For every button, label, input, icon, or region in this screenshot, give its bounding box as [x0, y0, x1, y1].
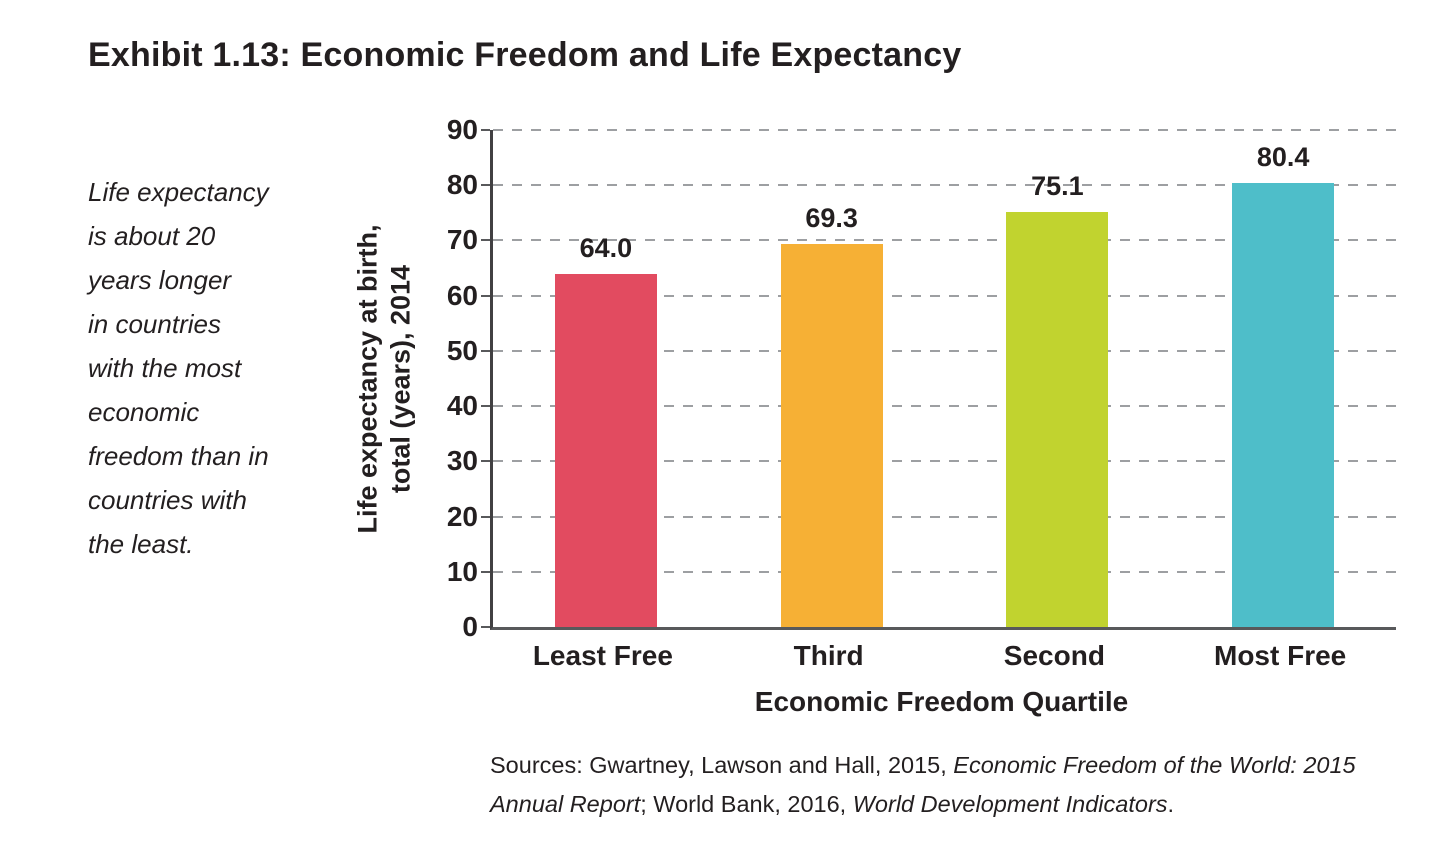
- bar-value-label: 80.4: [1256, 142, 1310, 173]
- y-tick-label: 90: [446, 114, 478, 145]
- gridline: [493, 460, 1396, 463]
- y-tick-mark: [481, 515, 490, 518]
- y-tick-label: 40: [446, 390, 478, 422]
- y-tick-label: 30: [446, 445, 478, 477]
- bar: [780, 244, 883, 627]
- x-tick-label: Second: [1003, 640, 1105, 671]
- annotation-line: is about 20: [88, 221, 216, 251]
- annotation-note: Life expectancy is about 20 years longer in…: [88, 170, 338, 566]
- y-tick-mark: [481, 129, 490, 131]
- bar: [1232, 183, 1335, 627]
- sources-segment: World Development Indicators: [852, 791, 1168, 817]
- annotation-line: economic: [88, 397, 200, 427]
- annotation-line: in countries: [88, 309, 221, 339]
- y-tick-mark: [481, 184, 490, 187]
- bar-slot: 75.1: [945, 130, 1171, 627]
- annotation-line: the least.: [88, 529, 194, 559]
- annotation-line: freedom than in: [88, 441, 269, 471]
- bar-slot: 64.0: [493, 130, 719, 627]
- x-axis-title: Economic Freedom Quartile: [754, 686, 1129, 717]
- gridline: [493, 515, 1396, 518]
- annotation-line: countries with: [88, 485, 247, 515]
- x-tick-label: Most Free: [1214, 640, 1347, 671]
- bar-value-label: 69.3: [805, 203, 858, 234]
- y-tick-label: 0: [462, 611, 478, 642]
- bar-slot: 80.4: [1170, 130, 1396, 627]
- annotation-line: years longer: [88, 265, 232, 295]
- gridline: [493, 405, 1396, 408]
- bar: [554, 273, 657, 627]
- y-tick-mark: [481, 349, 490, 352]
- annotation-line: Life expectancy: [88, 177, 269, 207]
- gridline: [493, 349, 1396, 352]
- sources-segment: Sources: Gwartney, Lawson and Hall, 2015…: [490, 752, 954, 778]
- y-tick-label: 20: [446, 500, 478, 532]
- y-tick-label: 10: [446, 555, 478, 587]
- exhibit-title: Exhibit 1.13: Economic Freedom and Life …: [88, 36, 962, 74]
- bar-value-label: 64.0: [579, 232, 633, 263]
- bar: [1006, 212, 1109, 627]
- gridline: [493, 239, 1396, 242]
- x-tick-label: Least Free: [532, 640, 673, 671]
- sources-segment: .: [1167, 791, 1175, 817]
- y-tick-label: 80: [446, 169, 478, 201]
- y-tick-mark: [481, 239, 490, 242]
- x-tick-labels: Least Free Third Second Most Free: [490, 640, 1393, 674]
- gridline: [493, 184, 1396, 187]
- y-tick-label: 70: [446, 224, 478, 256]
- y-tick-label: 60: [446, 279, 478, 311]
- bar-value-label: 75.1: [1031, 171, 1084, 202]
- y-tick-mark: [481, 570, 490, 573]
- y-tick-mark: [481, 405, 490, 408]
- y-axis-title-line: Life expectancy at birth,: [353, 223, 383, 534]
- sources-segment: Economic Freedom of the World: 2015 Annu…: [490, 752, 1356, 817]
- x-tick-label: Third: [793, 640, 864, 671]
- sources-segment: ; World Bank, 2016,: [640, 791, 853, 817]
- y-tick-labels: 0 10 20 30 40 50 60 70 80 90: [408, 116, 478, 641]
- gridline: [493, 129, 1396, 131]
- y-tick-marks: [481, 129, 490, 628]
- gridline: [493, 294, 1396, 297]
- y-tick-label: 50: [446, 334, 478, 366]
- bar-slot: 69.3: [719, 130, 945, 627]
- y-tick-mark: [481, 460, 490, 463]
- y-tick-mark: [481, 626, 490, 628]
- sources-note: Sources: Gwartney, Lawson and Hall, 2015…: [490, 746, 1410, 824]
- bar-series: 64.0 69.3 75.1 80.4: [493, 130, 1396, 627]
- gridline: [493, 570, 1396, 573]
- y-tick-mark: [481, 294, 490, 297]
- annotation-line: with the most: [88, 353, 242, 383]
- plot-area: 64.0 69.3 75.1 80.4: [490, 129, 1396, 630]
